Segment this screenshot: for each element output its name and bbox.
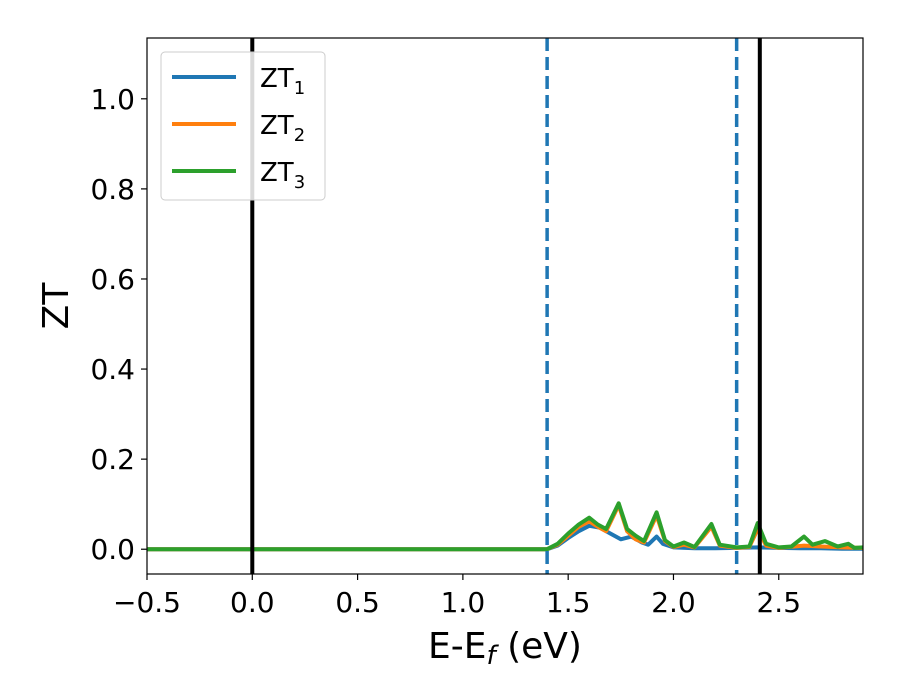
x-tick-label: 0.0 — [230, 586, 275, 619]
legend-box — [160, 51, 326, 201]
x-axis-label-suffix: (eV) — [496, 626, 582, 667]
y-tick-label: 0.4 — [90, 353, 135, 386]
legend-label-2: ZT2 — [260, 111, 305, 146]
x-tick-label: 2.5 — [756, 586, 801, 619]
axes-frame — [146, 37, 864, 575]
legend: ZT1 ZT2 ZT3 — [160, 51, 326, 201]
y-tick-label: 0.2 — [90, 443, 135, 476]
x-axis-label-main: E-E — [428, 626, 486, 667]
y-tick-label: 0.6 — [90, 263, 135, 296]
legend-label-3: ZT3 — [260, 158, 305, 193]
series-line-3 — [147, 501, 864, 552]
x-tick-label: −0.5 — [113, 586, 181, 619]
y-tick-label: 1.0 — [90, 83, 135, 116]
y-tick-label: 0.8 — [90, 173, 135, 206]
x-tick-label: 1.5 — [546, 586, 591, 619]
axis-ticks: −0.5 0.0 0.5 1.0 1.5 2.0 2.5 0.0 0.2 0.4 0.6 0.8 1.0 — [90, 83, 801, 619]
x-tick-label: 0.5 — [335, 586, 380, 619]
x-axis-label: E-Ef (eV) — [428, 626, 582, 671]
y-tick-label: 0.0 — [90, 533, 135, 566]
x-tick-label: 2.0 — [651, 586, 696, 619]
legend-label-1: ZT1 — [260, 64, 305, 99]
x-tick-label: 1.0 — [441, 586, 486, 619]
y-axis-label: ZT — [36, 282, 77, 330]
